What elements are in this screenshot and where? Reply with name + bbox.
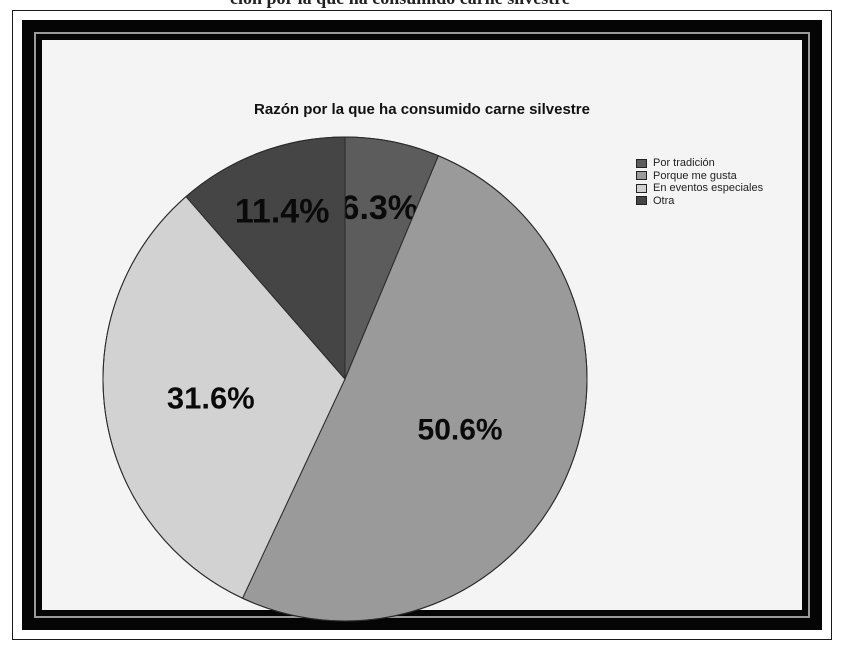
- legend-swatch: [636, 183, 647, 193]
- label-en-eventos-especiales: 31.6%: [167, 380, 255, 415]
- legend-item: En eventos especiales: [636, 182, 763, 194]
- frame-inner-line: [34, 32, 810, 618]
- label-otra: 11.4%: [235, 192, 330, 230]
- legend-swatch: [636, 196, 647, 205]
- legend-item: Otra: [636, 195, 763, 207]
- legend-swatch: [636, 171, 647, 180]
- legend-label: Porque me gusta: [653, 169, 737, 182]
- label-porque-me-gusta: 50.6%: [418, 413, 503, 446]
- outer-border: [12, 10, 832, 640]
- chart-title: Razón por la que ha consumido carne silv…: [254, 101, 590, 118]
- legend: Por tradición Porque me gusta En eventos e…: [636, 157, 763, 207]
- legend-label: En eventos especiales: [653, 182, 764, 194]
- legend-item: Por tradición: [636, 157, 763, 169]
- legend-item: Porque me gusta: [636, 170, 763, 182]
- label-por-tradicion: 6.3%: [341, 189, 419, 227]
- legend-label: Por tradición: [653, 157, 715, 169]
- legend-swatch: [636, 158, 647, 168]
- legend-label: Otra: [653, 194, 675, 207]
- pie-outline: [102, 136, 588, 622]
- cropped-caption: ción por la que ha consumido carne silve…: [0, 0, 843, 10]
- cropped-caption-text: ción por la que ha consumido carne silve…: [230, 0, 570, 9]
